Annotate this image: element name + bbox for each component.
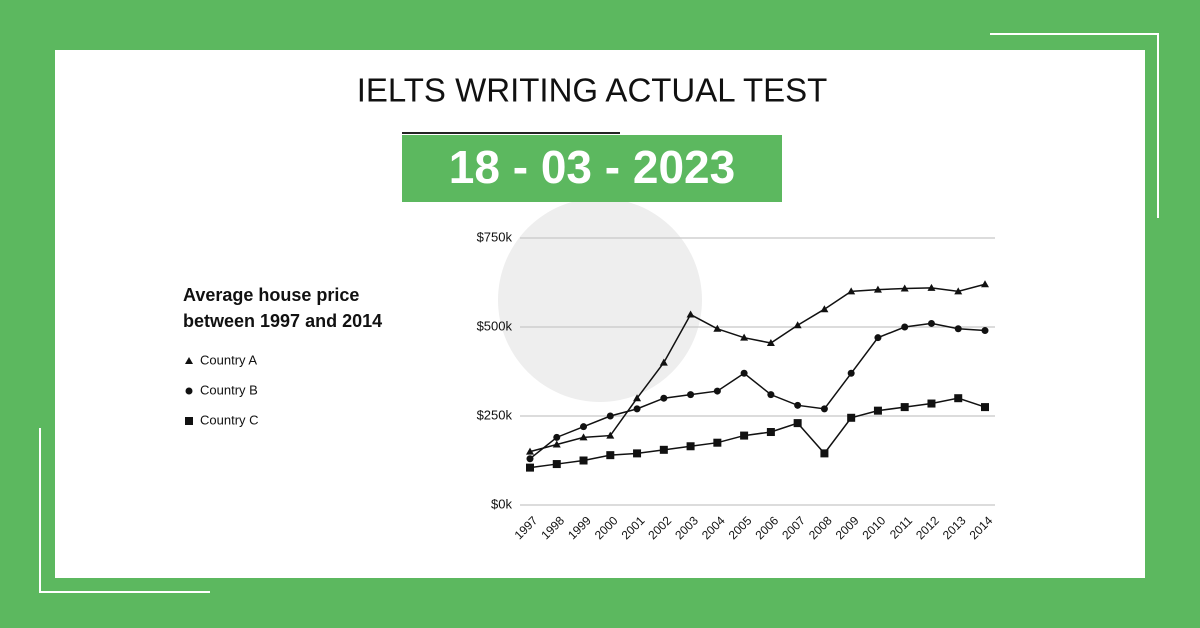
data-point xyxy=(766,428,775,437)
data-point xyxy=(793,321,802,329)
corner-decoration xyxy=(990,33,1159,218)
data-point xyxy=(713,387,721,395)
data-point xyxy=(900,284,909,292)
legend-label: Country C xyxy=(200,412,259,427)
data-point xyxy=(847,413,856,422)
data-point xyxy=(954,287,963,295)
data-point xyxy=(606,431,615,439)
chart-title: Average house price between 1997 and 2014 xyxy=(183,285,382,331)
data-point xyxy=(794,401,802,409)
series-line xyxy=(529,397,986,469)
data-point xyxy=(847,369,855,377)
data-point xyxy=(954,394,963,403)
corner-decoration xyxy=(39,428,210,593)
legend-marker xyxy=(185,387,193,395)
data-point xyxy=(820,305,829,313)
header-title: IELTS WRITING ACTUAL TEST xyxy=(357,72,828,109)
data-point xyxy=(740,431,749,440)
y-tick-label: $750k xyxy=(477,229,513,244)
data-point xyxy=(659,358,668,366)
data-point xyxy=(927,283,936,291)
data-point xyxy=(740,333,749,341)
data-point xyxy=(580,423,588,431)
data-point xyxy=(660,394,668,402)
data-point xyxy=(579,433,588,441)
legend-label: Country A xyxy=(200,352,257,367)
data-point xyxy=(687,391,695,399)
data-point xyxy=(553,433,561,441)
data-point xyxy=(793,419,802,428)
data-point xyxy=(633,449,642,458)
data-point xyxy=(847,287,856,295)
data-point xyxy=(526,447,534,455)
y-tick-label: $500k xyxy=(477,318,513,333)
data-point xyxy=(606,412,614,420)
y-tick-label: $250k xyxy=(477,407,513,422)
y-tick-label: $0k xyxy=(491,496,512,511)
data-point xyxy=(874,334,882,342)
data-point xyxy=(873,406,882,415)
data-point xyxy=(633,405,641,413)
data-point xyxy=(713,438,722,447)
legend-marker xyxy=(185,357,193,364)
data-point xyxy=(873,285,882,293)
data-point xyxy=(686,442,695,451)
data-point xyxy=(526,463,534,472)
data-point xyxy=(552,460,561,469)
data-point xyxy=(633,394,642,402)
legend-label: Country B xyxy=(200,382,258,397)
series-line xyxy=(529,283,986,453)
series-line xyxy=(529,322,986,460)
data-point xyxy=(767,391,775,399)
data-point xyxy=(579,456,588,465)
data-point xyxy=(820,405,828,413)
legend-marker xyxy=(185,417,193,425)
data-point xyxy=(981,327,989,335)
data-point xyxy=(766,339,775,347)
data-point xyxy=(927,399,936,408)
data-point xyxy=(954,325,962,333)
data-point xyxy=(927,319,935,327)
data-point xyxy=(901,323,909,331)
data-point xyxy=(659,445,668,454)
data-point xyxy=(981,403,989,412)
header-date: 18 - 03 - 2023 xyxy=(449,141,735,193)
data-point xyxy=(820,449,829,458)
data-point xyxy=(552,440,561,448)
data-point xyxy=(713,324,722,332)
date-box xyxy=(402,135,782,202)
data-point xyxy=(900,403,909,412)
watermark xyxy=(498,198,702,402)
data-point xyxy=(740,369,748,377)
data-point xyxy=(686,310,695,318)
data-point xyxy=(981,280,989,288)
data-point xyxy=(526,455,534,463)
data-point xyxy=(606,451,615,460)
